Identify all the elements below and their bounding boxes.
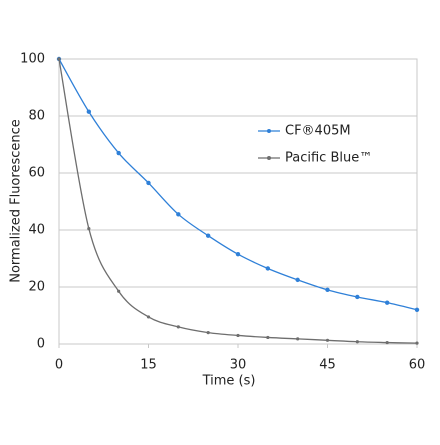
data-point: [384, 300, 390, 305]
data-point: [235, 252, 241, 257]
x-tick-label: 45: [319, 358, 336, 373]
data-point: [265, 266, 271, 271]
data-point: [146, 315, 151, 319]
data-point: [414, 307, 420, 312]
data-point: [117, 289, 121, 293]
data-point: [415, 341, 419, 345]
x-tick-label: 0: [55, 358, 63, 373]
legend-label: Pacific Blue™: [285, 151, 372, 166]
data-point: [325, 338, 330, 342]
data-point: [296, 337, 300, 341]
y-tick-label: 40: [28, 223, 45, 238]
x-axis-title: Time (s): [202, 374, 256, 389]
y-tick-label: 80: [28, 109, 45, 124]
y-tick-label: 0: [37, 337, 45, 352]
y-tick-label: 100: [20, 52, 45, 67]
data-point: [146, 180, 151, 186]
data-point: [57, 57, 61, 61]
data-point: [87, 226, 91, 231]
data-point: [116, 150, 121, 156]
legend-label: CF®405M: [285, 124, 351, 139]
y-axis-title: Normalized Fluorescence: [9, 119, 24, 283]
data-point: [206, 331, 210, 335]
data-point: [355, 294, 360, 300]
x-tick-label: 15: [140, 358, 157, 373]
data-point: [236, 333, 240, 338]
data-point: [205, 233, 211, 238]
data-point: [266, 335, 270, 340]
data-point: [385, 340, 389, 345]
data-point: [355, 340, 359, 344]
legend-marker: [267, 129, 271, 133]
data-point: [176, 325, 180, 329]
legend-marker: [267, 156, 271, 160]
x-tick-label: 30: [230, 358, 247, 373]
data-point: [86, 109, 92, 114]
y-tick-label: 20: [28, 280, 45, 295]
data-point: [176, 212, 181, 217]
data-point: [325, 287, 330, 293]
x-tick-label: 60: [409, 358, 426, 373]
y-tick-label: 60: [28, 166, 45, 181]
data-point: [295, 277, 300, 283]
